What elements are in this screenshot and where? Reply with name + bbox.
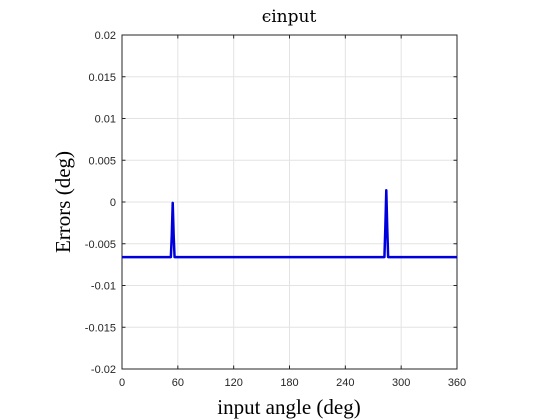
x-axis-label: input angle (deg) [217,395,360,419]
y-tick-label: -0.02 [91,364,116,376]
axis-ticks: 0 60 120 180 240 300 360 -0.02 -0.015 -0.01 -0.005… [85,30,466,389]
y-tick-label: -0.015 [85,322,116,334]
y-tick-label: -0.005 [85,239,116,251]
y-tick-label: 0.02 [95,30,116,42]
x-tick-label: 0 [119,377,125,389]
x-tick-label: 180 [280,377,298,389]
y-tick-label: 0.015 [88,72,116,84]
x-tick-label: 60 [172,377,184,389]
y-tick-label: 0 [110,197,116,209]
grid-lines [122,35,457,369]
series-line [122,189,457,259]
y-tick-label: -0.01 [91,281,116,293]
series-group [122,189,457,259]
y-axis-label: Errors (deg) [51,151,75,253]
x-tick-label: 300 [392,377,410,389]
chart-title: ϵinput [262,7,317,27]
x-tick-label: 240 [336,377,354,389]
x-tick-label: 360 [448,377,466,389]
y-tick-label: 0.01 [95,114,116,126]
x-tick-label: 120 [224,377,242,389]
y-tick-label: 0.005 [88,155,116,167]
